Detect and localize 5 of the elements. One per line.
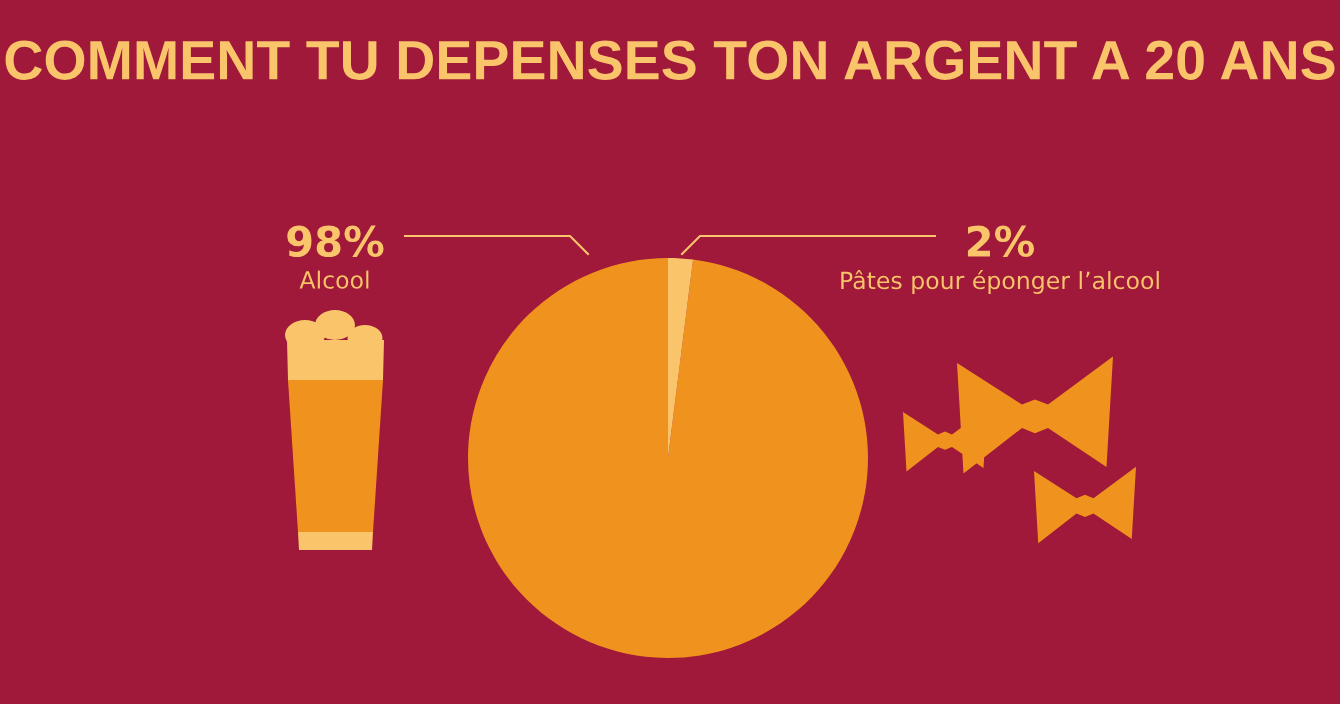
data-label: 98% [287,225,384,258]
slice-label: Pâtes pour éponger l’alcool [841,270,1159,294]
slice-label: Alcool [299,270,369,289]
data-label: 2% [967,225,1035,258]
chart-title: COMMENT TU DEPENSES TON ARGENT A 20 ANS [5,40,1335,80]
